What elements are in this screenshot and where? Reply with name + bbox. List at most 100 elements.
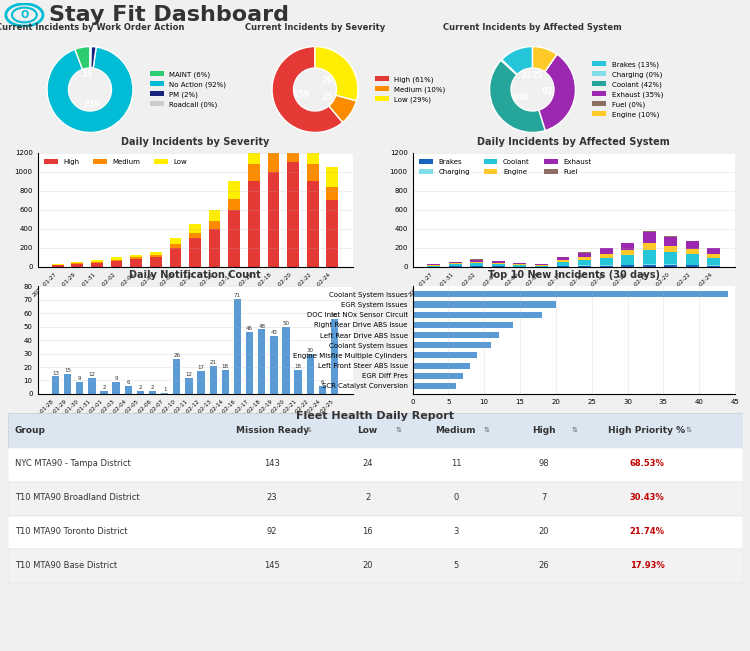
- Text: Stay Fit Dashboard: Stay Fit Dashboard: [49, 5, 289, 25]
- Title: Daily Incidents by Affected System: Daily Incidents by Affected System: [477, 137, 670, 146]
- Text: 145: 145: [264, 561, 280, 570]
- Bar: [111, 260, 122, 261]
- Bar: [492, 264, 505, 266]
- Bar: [578, 253, 591, 257]
- Bar: [535, 266, 548, 267]
- Bar: [686, 242, 699, 249]
- Bar: [621, 266, 634, 267]
- Bar: [248, 165, 259, 182]
- Wedge shape: [490, 61, 545, 132]
- Text: 20: 20: [538, 527, 549, 536]
- Text: 16: 16: [362, 527, 373, 536]
- Bar: [686, 249, 699, 255]
- Bar: [287, 142, 299, 163]
- Text: 11: 11: [451, 460, 461, 468]
- Bar: [331, 318, 338, 394]
- Bar: [413, 342, 491, 348]
- Text: 50: 50: [283, 321, 290, 326]
- Bar: [88, 378, 95, 394]
- Title: Daily Notification Count: Daily Notification Count: [129, 270, 261, 280]
- Wedge shape: [75, 46, 90, 70]
- Bar: [643, 232, 656, 243]
- Bar: [270, 336, 278, 394]
- Bar: [189, 233, 201, 238]
- Title: Daily Incidents by Severity: Daily Incidents by Severity: [121, 137, 269, 146]
- Text: 3: 3: [453, 527, 458, 536]
- Bar: [514, 263, 526, 264]
- Bar: [307, 182, 319, 267]
- Text: 92: 92: [267, 527, 278, 536]
- Text: 143: 143: [264, 460, 280, 468]
- Bar: [248, 139, 259, 165]
- Text: 33: 33: [521, 71, 532, 80]
- Text: 21: 21: [210, 360, 217, 365]
- Text: 18: 18: [222, 364, 229, 369]
- Text: 2: 2: [365, 493, 370, 502]
- Bar: [287, 163, 299, 267]
- Bar: [112, 381, 120, 394]
- Bar: [234, 299, 241, 394]
- Bar: [326, 187, 338, 201]
- Text: 5: 5: [453, 561, 458, 570]
- Legend: MAINT (6%), No Action (92%), PM (2%), Roadcall (0%): MAINT (6%), No Action (92%), PM (2%), Ro…: [147, 68, 230, 111]
- Bar: [599, 248, 613, 254]
- Bar: [643, 265, 656, 267]
- Bar: [130, 255, 142, 257]
- Text: 15: 15: [64, 368, 71, 373]
- Bar: [413, 383, 455, 389]
- Text: 20: 20: [362, 561, 373, 570]
- Wedge shape: [47, 47, 133, 132]
- Bar: [413, 322, 513, 328]
- Text: Fleet Health Daily Report: Fleet Health Daily Report: [296, 411, 454, 421]
- Bar: [492, 261, 505, 263]
- Bar: [643, 243, 656, 250]
- Bar: [185, 378, 193, 394]
- Bar: [707, 266, 720, 267]
- Bar: [307, 353, 314, 394]
- Bar: [470, 263, 483, 266]
- Bar: [427, 264, 440, 265]
- Bar: [282, 327, 290, 394]
- Bar: [707, 258, 720, 266]
- Text: 98: 98: [538, 460, 549, 468]
- Bar: [413, 301, 556, 307]
- Bar: [228, 199, 240, 210]
- Bar: [707, 254, 720, 258]
- Text: 48: 48: [258, 324, 266, 329]
- Bar: [664, 246, 677, 252]
- Bar: [64, 374, 71, 394]
- Bar: [643, 231, 656, 232]
- Bar: [161, 393, 168, 394]
- Bar: [91, 263, 103, 267]
- Text: 12: 12: [88, 372, 95, 377]
- Legend: High (61%), Medium (10%), Low (29%): High (61%), Medium (10%), Low (29%): [372, 74, 448, 105]
- Bar: [173, 359, 181, 394]
- Bar: [470, 260, 483, 262]
- Bar: [170, 244, 182, 248]
- Bar: [150, 252, 162, 255]
- Text: ⇅: ⇅: [484, 427, 490, 433]
- Bar: [248, 182, 259, 267]
- Bar: [91, 262, 103, 263]
- Bar: [413, 352, 477, 359]
- Bar: [258, 329, 266, 394]
- Bar: [448, 262, 462, 264]
- Text: 23: 23: [267, 493, 278, 502]
- Bar: [100, 391, 108, 394]
- Text: ⇅: ⇅: [395, 427, 401, 433]
- Text: 17.93%: 17.93%: [629, 561, 664, 570]
- Text: 43: 43: [270, 331, 278, 335]
- Bar: [664, 236, 677, 246]
- Wedge shape: [272, 46, 343, 132]
- Text: 2: 2: [151, 385, 154, 391]
- Bar: [413, 312, 542, 318]
- Bar: [150, 255, 162, 257]
- Bar: [326, 201, 338, 267]
- Bar: [228, 210, 240, 267]
- Bar: [149, 391, 156, 394]
- Bar: [413, 372, 463, 379]
- Text: 92: 92: [542, 87, 554, 96]
- Text: T10 MTA90 Toronto District: T10 MTA90 Toronto District: [15, 527, 128, 536]
- Bar: [470, 262, 483, 263]
- Text: 76: 76: [321, 76, 333, 85]
